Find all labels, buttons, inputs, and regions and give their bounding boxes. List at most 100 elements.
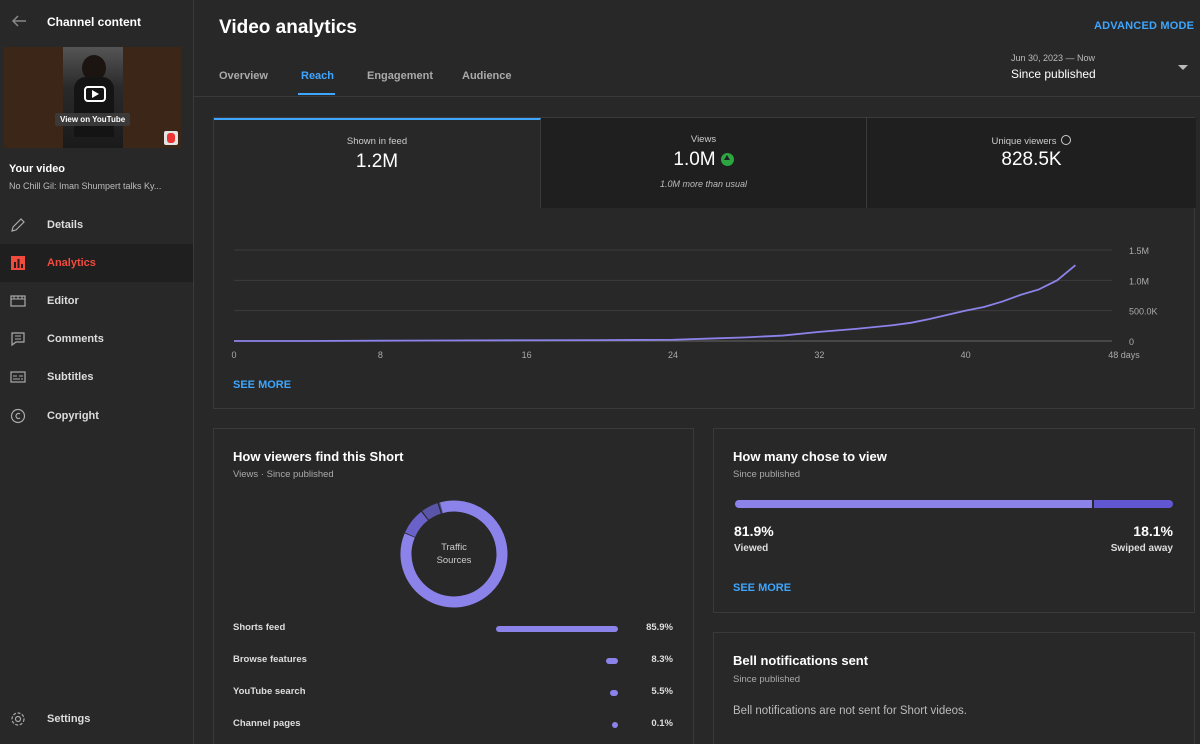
- comment-icon: [11, 332, 25, 347]
- sidebar-item-analytics[interactable]: Analytics: [0, 244, 193, 282]
- chose-to-view-card: How many chose to view Since published 8…: [713, 428, 1195, 613]
- sidebar-title: Channel content: [47, 15, 142, 29]
- arrow-up-icon: [720, 153, 734, 166]
- swiped-pct: 18.1%: [1133, 523, 1173, 539]
- views-line[interactable]: [234, 264, 1076, 342]
- film-icon: [10, 295, 26, 307]
- y-tick-label: 0: [1129, 337, 1134, 347]
- sidebar-item-settings[interactable]: Settings: [0, 700, 193, 738]
- traffic-source-label: Channel pages: [233, 718, 301, 729]
- traffic-sources-card: How viewers find this Short Views · Sinc…: [213, 428, 694, 744]
- card-title: How many chose to view: [733, 449, 887, 464]
- shorts-icon: [164, 131, 178, 145]
- sidebar-item-label: Details: [47, 219, 84, 231]
- x-tick-label: 48 days: [1108, 350, 1140, 360]
- sidebar-item-comments[interactable]: Comments: [0, 320, 193, 358]
- y-tick-label: 1.0M: [1129, 276, 1149, 286]
- thumbnail-head: [82, 55, 106, 81]
- metric-label: Unique viewers: [991, 136, 1057, 147]
- traffic-row-browse-features[interactable]: Browse features 8.3%: [233, 653, 673, 669]
- viewed-bar: [735, 500, 1092, 508]
- metric-value: 828.5K: [1001, 149, 1062, 170]
- metric-unique-viewers[interactable]: Unique viewers 828.5K: [867, 118, 1196, 208]
- traffic-row-shorts-feed[interactable]: Shorts feed 85.9%: [233, 621, 673, 637]
- back-arrow-icon[interactable]: [10, 12, 28, 30]
- tab-engagement[interactable]: Engagement: [367, 70, 434, 82]
- metric-views[interactable]: Views 1.0M 1.0M more than usual: [541, 118, 867, 208]
- header-divider: [194, 96, 1200, 97]
- metric-label: Views: [690, 134, 717, 145]
- donut-center-label: Traffic Sources: [424, 541, 484, 567]
- traffic-source-pct: 85.9%: [646, 622, 673, 633]
- sidebar-item-subtitles[interactable]: Subtitles: [0, 358, 193, 396]
- view-on-youtube-button[interactable]: View on YouTube: [55, 113, 131, 126]
- analytics-icon: [11, 256, 25, 270]
- traffic-source-pct: 8.3%: [651, 654, 673, 665]
- see-more-button[interactable]: SEE MORE: [733, 582, 792, 594]
- traffic-source-bar: [606, 658, 618, 664]
- play-icon[interactable]: [84, 86, 106, 102]
- y-tick-label: 1.5M: [1129, 246, 1149, 256]
- donut-center-line: Sources: [436, 555, 472, 566]
- video-title: No Chill Gil: Iman Shumpert talks Ky...: [9, 181, 162, 191]
- tab-reach[interactable]: Reach: [301, 70, 335, 82]
- sidebar-item-label: Settings: [47, 713, 91, 725]
- pencil-icon: [11, 218, 25, 232]
- traffic-source-bar: [612, 722, 618, 728]
- viewed-label: Viewed: [734, 543, 769, 554]
- y-tick-label: 500.0K: [1129, 307, 1158, 317]
- sidebar-item-copyright[interactable]: Copyright: [0, 397, 193, 435]
- traffic-row-channel-pages[interactable]: Channel pages 0.1%: [233, 717, 673, 733]
- date-range-text[interactable]: Jun 30, 2023 — Now: [1011, 53, 1096, 63]
- advanced-mode-button[interactable]: ADVANCED MODE: [1094, 20, 1195, 32]
- metric-label-wrap: Unique viewers: [867, 134, 1196, 147]
- x-tick-label: 24: [668, 350, 678, 360]
- metric-value: 1.2M: [355, 151, 399, 172]
- sidebar-item-label: Copyright: [47, 410, 99, 422]
- clock-icon[interactable]: [1061, 135, 1072, 145]
- traffic-source-bar: [496, 626, 618, 632]
- tab-overview[interactable]: Overview: [219, 70, 268, 82]
- views-line-chart: 0 500.0K 1.0M 1.5M 0 8 16 24 32 40 48 days: [231, 246, 1158, 360]
- see-more-button[interactable]: SEE MORE: [233, 379, 292, 391]
- card-subtitle: Since published: [733, 674, 801, 685]
- sidebar-item-label: Subtitles: [47, 371, 94, 383]
- traffic-donut-chart: [400, 500, 508, 608]
- card-title: How viewers find this Short: [233, 449, 404, 464]
- x-tick-label: 8: [378, 350, 383, 360]
- donut-center-line: Traffic: [441, 542, 467, 553]
- metric-value-wrap: 1.0M: [541, 149, 866, 171]
- sidebar-item-label: Analytics: [47, 257, 96, 269]
- viewed-pct: 81.9%: [734, 523, 774, 539]
- traffic-row-youtube-search[interactable]: YouTube search 5.5%: [233, 685, 673, 701]
- bell-notifications-card: Bell notifications sent Since published …: [713, 632, 1195, 744]
- bell-message: Bell notifications are not sent for Shor…: [733, 705, 967, 717]
- x-tick-label: 16: [522, 350, 532, 360]
- x-tick-label: 32: [814, 350, 824, 360]
- gear-icon: [11, 712, 25, 726]
- date-range-label[interactable]: Since published: [1011, 67, 1096, 81]
- active-tab-indicator: [298, 93, 335, 95]
- tab-audience[interactable]: Audience: [462, 70, 512, 82]
- metric-note: 1.0M more than usual: [659, 179, 748, 189]
- copyright-icon: [10, 408, 26, 424]
- traffic-source-pct: 5.5%: [651, 686, 673, 697]
- swiped-away-bar: [1093, 500, 1173, 508]
- metric-label: Shown in feed: [346, 136, 408, 147]
- metric-value: 1.0M: [673, 149, 716, 170]
- sidebar-item-label: Editor: [47, 295, 79, 307]
- metric-shown-in-feed[interactable]: Shown in feed 1.2M: [214, 118, 541, 208]
- traffic-source-label: YouTube search: [233, 686, 306, 697]
- card-subtitle: Views · Since published: [233, 469, 334, 480]
- sidebar-item-editor[interactable]: Editor: [0, 282, 193, 320]
- x-tick-label: 40: [961, 350, 971, 360]
- chevron-down-icon[interactable]: [1178, 65, 1188, 70]
- sidebar-item-label: Comments: [47, 333, 104, 345]
- sidebar-item-details[interactable]: Details: [0, 206, 193, 244]
- page-title: Video analytics: [219, 17, 357, 38]
- video-thumbnail[interactable]: View on YouTube: [4, 47, 181, 148]
- card-subtitle: Since published: [733, 469, 801, 480]
- swiped-label: Swiped away: [1110, 543, 1173, 554]
- card-title: Bell notifications sent: [733, 653, 869, 668]
